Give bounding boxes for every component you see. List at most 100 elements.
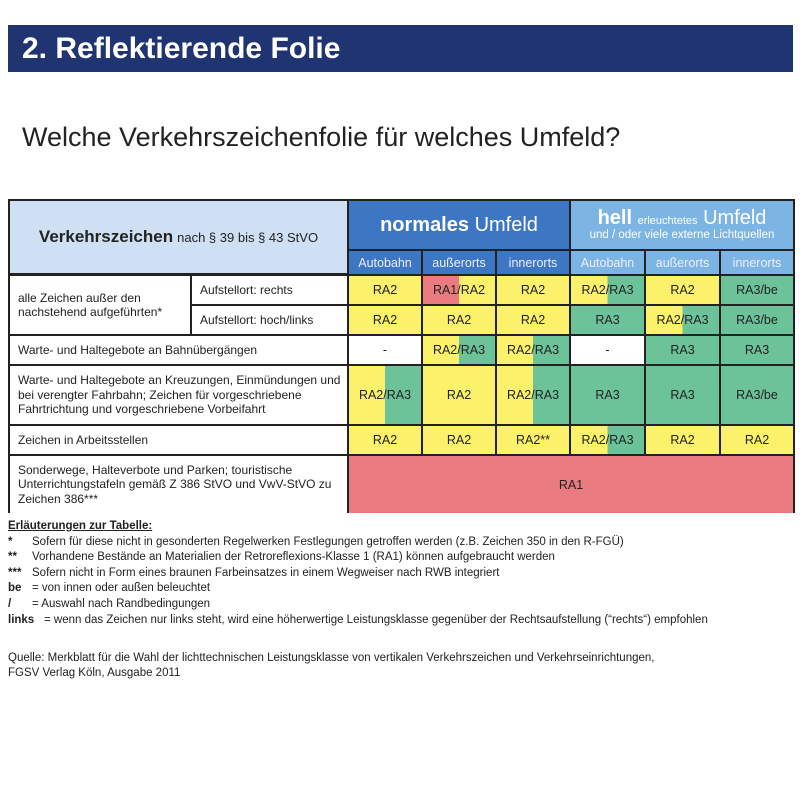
cell-value: RA3 xyxy=(595,313,620,327)
note-item: ** Vorhandene Bestände an Materialien der… xyxy=(8,550,708,566)
header-normal-environment: normales Umfeld xyxy=(349,201,569,249)
page-subtitle: Welche Verkehrszeichenfolie für welches … xyxy=(22,122,621,152)
note-text: Vorhandene Bestände an Materialien der R… xyxy=(32,551,555,564)
section-banner: 2. Reflektierende Folie xyxy=(8,25,793,72)
table-cell: - xyxy=(349,336,421,364)
header-rest: nach § 39 bis § 43 StVO xyxy=(177,229,319,245)
row-label: Warte- und Haltegebote an Kreuzungen, Ei… xyxy=(10,366,347,424)
note-item: *** Sofern nicht in Form eines braunen Fa… xyxy=(8,566,708,582)
notes-title: Erläuterungen zur Tabelle: xyxy=(8,520,153,532)
note-text: Sofern nicht in Form eines braunen Farbe… xyxy=(32,566,500,579)
note-key: be xyxy=(8,582,22,595)
cell-value: RA2 xyxy=(372,433,398,447)
table-cell: RA2 xyxy=(497,276,569,304)
cell-value: RA3 xyxy=(670,388,695,402)
table-cell: RA2/RA3 xyxy=(497,336,569,364)
hell-line2: und / oder viele externe Lichtquellen xyxy=(589,229,775,242)
cell-value: - xyxy=(382,343,388,357)
table-cell: RA3 xyxy=(571,366,644,424)
source-line-2: FGSV Verlag Köln, Ausgabe 2011 xyxy=(8,667,181,679)
row-label: Warte- und Haltegebote an Bahnübergängen xyxy=(10,336,347,364)
header-bright-environment: hell erleuchtetes Umfeld und / oder viel… xyxy=(571,201,793,249)
table-cell: RA2 xyxy=(423,306,495,334)
table-cell: RA3 xyxy=(646,366,719,424)
foil-table: Verkehrszeichen nach § 39 bis § 43 StVO … xyxy=(8,199,795,513)
note-text: Sofern für diese nicht in gesonderten Re… xyxy=(32,535,624,548)
note-item: links = wenn das Zeichen nur links steht,… xyxy=(8,613,708,629)
cell-value: RA2 xyxy=(520,283,546,297)
cell-value: RA3 xyxy=(595,388,620,402)
cell-value: RA2 xyxy=(372,283,398,297)
note-text: = wenn das Zeichen nur links steht, wird… xyxy=(44,613,708,626)
table-cell: RA3 xyxy=(571,306,644,334)
table-notes: Erläuterungen zur Tabelle: * Sofern für d… xyxy=(8,519,708,628)
cell-value: RA2 xyxy=(520,313,546,327)
table-cell-span: RA1 xyxy=(349,456,793,513)
cell-value: RA1 xyxy=(558,477,584,492)
cell-value: RA3/be xyxy=(736,388,778,402)
table-cell: RA2 xyxy=(423,426,495,454)
hell-small: erleuchtetes xyxy=(637,215,698,228)
cell-value: RA2 xyxy=(670,283,695,297)
cell-value: RA2/RA3 xyxy=(506,343,560,357)
table-cell: RA3/be xyxy=(721,276,793,304)
cell-value: RA2/RA3 xyxy=(656,313,709,327)
normal-bold: normales xyxy=(380,213,469,236)
row-label-group: alle Zeichen außer den nachstehend aufge… xyxy=(10,276,190,334)
cell-value: RA2 xyxy=(744,433,770,447)
hell-rest: Umfeld xyxy=(703,207,767,230)
cell-value: RA2/RA3 xyxy=(432,343,486,357)
cell-value: RA3/be xyxy=(736,313,778,327)
hell-bold: hell xyxy=(597,207,633,230)
cell-value: RA2 xyxy=(446,313,472,327)
cell-value: RA2 xyxy=(670,433,695,447)
table-cell: RA2 xyxy=(349,276,421,304)
table-cell: RA2/RA3 xyxy=(497,366,569,424)
header-verkehrszeichen: Verkehrszeichen nach § 39 bis § 43 StVO xyxy=(10,201,347,273)
cell-value: RA2** xyxy=(515,433,551,447)
cell-value: RA2 xyxy=(372,313,398,327)
table-cell: RA3 xyxy=(721,336,793,364)
table-cell: RA2 xyxy=(349,426,421,454)
cell-value: RA2 xyxy=(446,388,472,402)
note-key: *** xyxy=(8,566,22,579)
table-cell: RA2** xyxy=(497,426,569,454)
column-header: Autobahn xyxy=(349,251,421,274)
row-label: Aufstellort: hoch/links xyxy=(192,306,347,334)
table-cell: - xyxy=(571,336,644,364)
cell-value: RA2 xyxy=(446,433,472,447)
note-item: * Sofern für diese nicht in gesonderten R… xyxy=(8,535,708,551)
cell-value: - xyxy=(605,343,610,357)
header-bold: Verkehrszeichen xyxy=(38,227,174,246)
column-header: innerorts xyxy=(721,251,793,274)
table-cell: RA1/RA2 xyxy=(423,276,495,304)
source-citation: Quelle: Merkblatt für die Wahl der licht… xyxy=(8,651,654,681)
table-cell: RA3/be xyxy=(721,306,793,334)
table-cell: RA2 xyxy=(646,426,719,454)
table-cell: RA2 xyxy=(349,306,421,334)
cell-value: RA1/RA2 xyxy=(432,283,486,297)
cell-value: RA2/RA3 xyxy=(581,283,634,297)
cell-value: RA3 xyxy=(670,343,695,357)
column-header: Autobahn xyxy=(571,251,644,274)
note-text: = von innen oder außen beleuchtet xyxy=(32,582,211,595)
column-header: außerorts xyxy=(423,251,495,274)
table-cell: RA2 xyxy=(721,426,793,454)
cell-value: RA3/be xyxy=(736,283,778,297)
table-cell: RA3/be xyxy=(721,366,793,424)
table-cell: RA2/RA3 xyxy=(349,366,421,424)
cell-value: RA2/RA3 xyxy=(358,388,412,402)
source-line-1: Quelle: Merkblatt für die Wahl der licht… xyxy=(8,652,655,664)
row-label: Aufstellort: rechts xyxy=(192,276,347,304)
note-key: ** xyxy=(8,551,17,564)
note-item: / = Auswahl nach Randbedingungen xyxy=(8,597,708,613)
note-text: = Auswahl nach Randbedingungen xyxy=(32,597,211,610)
cell-value: RA2/RA3 xyxy=(581,433,634,447)
table-cell: RA2/RA3 xyxy=(423,336,495,364)
table-cell: RA2/RA3 xyxy=(646,306,719,334)
column-header: außerorts xyxy=(646,251,719,274)
table-cell: RA2/RA3 xyxy=(571,276,644,304)
row-label: Sonderwege, Halteverbote und Parken; tou… xyxy=(10,456,347,513)
note-key: * xyxy=(8,535,13,548)
note-key: / xyxy=(8,597,12,610)
